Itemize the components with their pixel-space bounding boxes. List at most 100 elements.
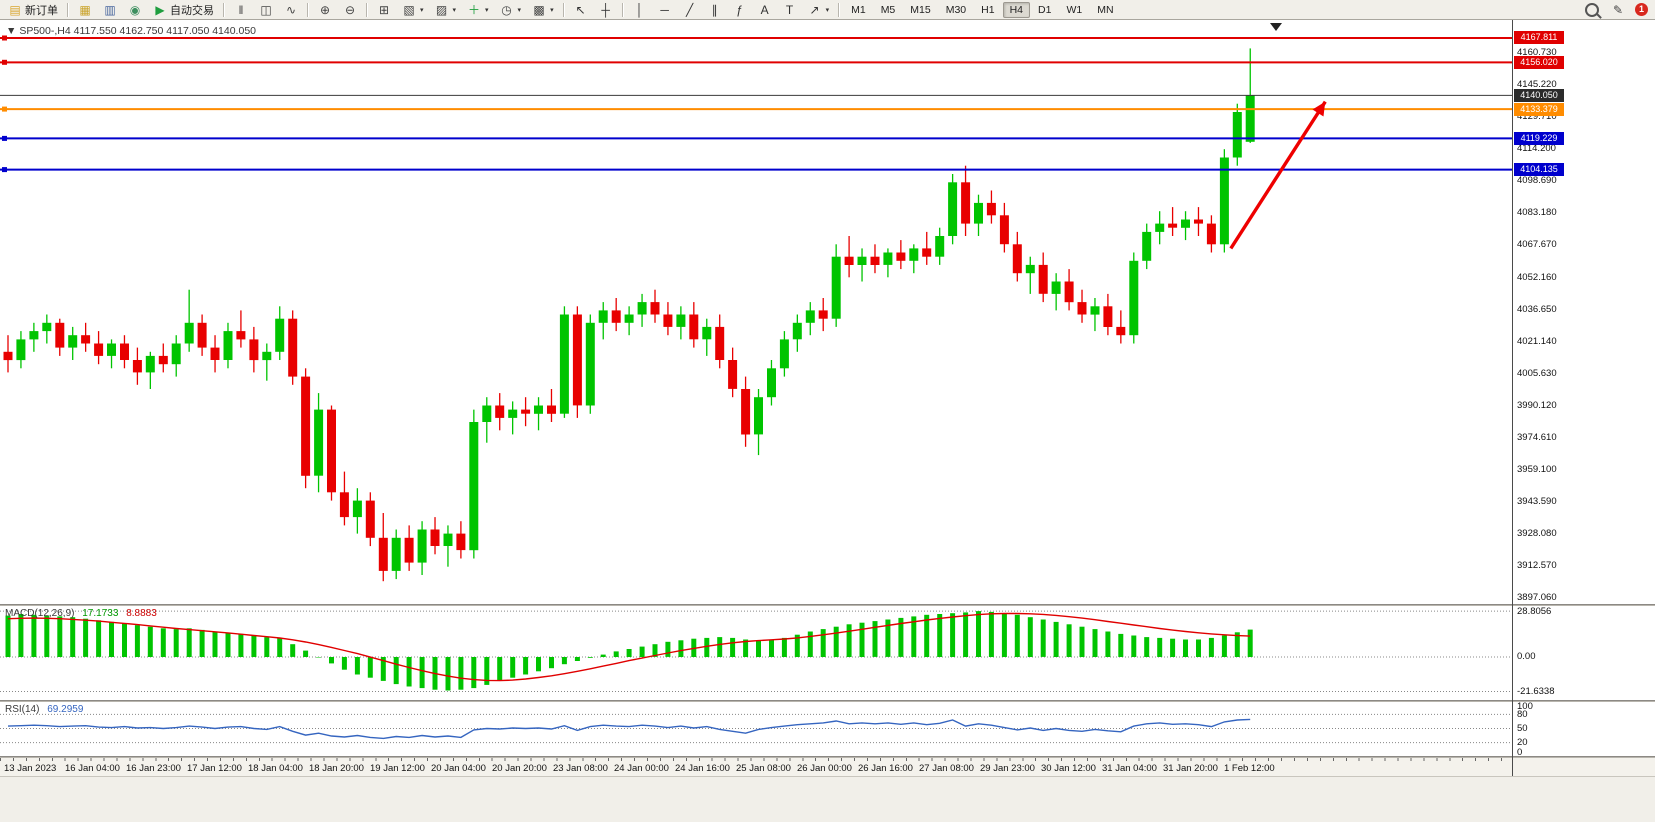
rsi-axis-label: 0 (1517, 746, 1523, 758)
panel-splitter[interactable] (0, 604, 1655, 606)
timeframe-W1[interactable]: W1 (1066, 3, 1083, 16)
line-handle[interactable] (2, 135, 7, 141)
timeframe-H4[interactable]: H4 (1002, 1, 1031, 18)
candle-body (611, 310, 621, 323)
price-chart-panel[interactable]: ▼ SP500-,H4 4117.550 4162.750 4117.050 4… (0, 20, 1655, 604)
tile-windows-icon[interactable]: ⊞ (372, 1, 396, 19)
edit-icon[interactable]: ✎ (1606, 1, 1630, 19)
data-window-icon[interactable]: ▦ (73, 1, 97, 19)
trendline-icon[interactable]: ╱ (678, 1, 702, 19)
line-handle[interactable] (2, 59, 7, 65)
notification-badge[interactable]: 1 (1635, 3, 1648, 16)
crosshair-icon[interactable]: ┼ (594, 1, 618, 19)
symbol-period-label: SP500-,H4 (19, 25, 71, 37)
macd-bar (859, 622, 865, 657)
line-handle[interactable] (2, 35, 7, 41)
new-chart-icon[interactable]: ▥ (98, 1, 122, 19)
macd-bar (70, 617, 76, 657)
rsi-name: RSI(14) (5, 704, 40, 715)
macd-bar (264, 637, 270, 657)
candle-body (961, 182, 971, 224)
arrows-tool-icon-dropdown[interactable]: ▾ (825, 6, 830, 14)
time-label: 31 Jan 20:00 (1163, 763, 1218, 774)
chart-properties-icon[interactable]: ▩ ▾ (527, 1, 559, 19)
macd-bar (367, 657, 373, 678)
profiles-icon[interactable]: ▨ ▾ (430, 1, 462, 19)
chart-shift-marker[interactable] (1270, 23, 1282, 31)
timeframe-M1[interactable]: M1 (851, 3, 866, 16)
price-tick-label: 3974.610 (1517, 431, 1557, 443)
macd-bar (18, 614, 24, 657)
autotrading-button[interactable]: ▶ 自动交易 (148, 0, 219, 20)
trend-arrow[interactable] (1229, 100, 1327, 250)
arrows-tool-icon[interactable]: ↗ ▾ (803, 1, 835, 19)
candle-body (1206, 223, 1216, 245)
edit-icon-glyph: ✎ (1612, 2, 1624, 17)
indicators-icon[interactable]: ＋ ▾ (462, 1, 494, 19)
templates-icon-dropdown[interactable]: ▾ (420, 6, 424, 14)
macd-bar (134, 625, 140, 657)
chart-properties-icon-dropdown[interactable]: ▾ (550, 6, 554, 14)
candle-body (1219, 157, 1229, 245)
indicators-icon-dropdown[interactable]: ▾ (485, 6, 489, 14)
channel-icon[interactable]: ∥ (703, 1, 727, 19)
new-order-button[interactable]: ▤ 新订单 (3, 0, 63, 20)
candle-body (81, 335, 91, 344)
time-label: 24 Jan 16:00 (675, 763, 730, 774)
candle-body (197, 322, 207, 348)
templates-icon[interactable]: ▧ ▾ (397, 1, 429, 19)
macd-bar (561, 657, 567, 665)
timeframe-M30[interactable]: M30 (945, 3, 967, 16)
candle-body (236, 331, 246, 340)
search-icon[interactable] (1585, 2, 1599, 17)
price-tag-4167.811: 4167.811 (1514, 31, 1564, 45)
text-tool-icon[interactable]: A (753, 1, 777, 19)
line-chart-icon[interactable]: ∿ (279, 1, 303, 19)
label-tool-icon[interactable]: T (778, 1, 802, 19)
line-handle[interactable] (2, 106, 7, 112)
navigator-icon[interactable]: ◉ (123, 1, 147, 19)
candle-body (184, 322, 194, 344)
bar-chart-icon[interactable]: ‖ (229, 1, 253, 19)
periods-icon[interactable]: ◷ ▾ (495, 1, 527, 19)
line-handle[interactable] (2, 167, 7, 173)
profiles-icon-dropdown[interactable]: ▾ (452, 6, 457, 14)
zoom-out-icon[interactable]: ⊖ (338, 1, 362, 19)
timeframe-H1[interactable]: H1 (981, 3, 995, 16)
cursor-icon[interactable]: ↖ (569, 1, 593, 19)
macd-bar (600, 654, 606, 657)
navigator-icon-glyph: ◉ (129, 2, 141, 17)
candle-body (275, 318, 285, 352)
horizontal-line-icon[interactable]: ─ (653, 1, 677, 19)
candle-body (391, 537, 401, 571)
symbol-dropdown-icon[interactable]: ▼ (6, 25, 17, 37)
toolbar-separator (621, 2, 624, 17)
time-label: 13 Jan 2023 (4, 763, 57, 774)
candle-body (508, 409, 518, 418)
trend-arrow-head (1312, 101, 1326, 117)
zoom-in-icon[interactable]: ⊕ (313, 1, 337, 19)
fibonacci-icon[interactable]: ƒ (728, 1, 752, 19)
timeframe-MN[interactable]: MN (1097, 3, 1114, 16)
rsi-header: RSI(14) 69.2959 (5, 704, 83, 715)
periods-icon-dropdown[interactable]: ▾ (517, 6, 522, 14)
rsi-canvas[interactable] (0, 702, 1512, 756)
vertical-line-icon[interactable]: │ (628, 1, 652, 19)
time-label: 19 Jan 12:00 (370, 763, 425, 774)
panel-splitter[interactable] (0, 700, 1655, 702)
crosshair-icon-glyph: ┼ (601, 2, 610, 17)
timeframe-M15[interactable]: M15 (910, 3, 931, 16)
rsi-indicator-panel[interactable]: RSI(14) 69.2959 100 80 50 20 0 (0, 701, 1655, 758)
price-tick-label: 4083.180 (1517, 207, 1557, 219)
candlestick-chart-icon[interactable]: ◫ (254, 1, 278, 19)
candle-body (857, 256, 867, 265)
macd-indicator-panel[interactable]: MACD(12,26,9) 17.1733 8.8883 28.8056 0.00… (0, 606, 1655, 700)
price-chart-canvas[interactable] (0, 20, 1512, 604)
timeframe-D1[interactable]: D1 (1038, 3, 1052, 16)
candle-body (624, 314, 634, 323)
macd-canvas[interactable] (0, 606, 1512, 700)
timeframe-M5[interactable]: M5 (880, 3, 896, 16)
time-label: 26 Jan 16:00 (858, 763, 913, 774)
price-tick-label: 3897.060 (1517, 592, 1557, 604)
panel-splitter[interactable] (0, 756, 1655, 758)
